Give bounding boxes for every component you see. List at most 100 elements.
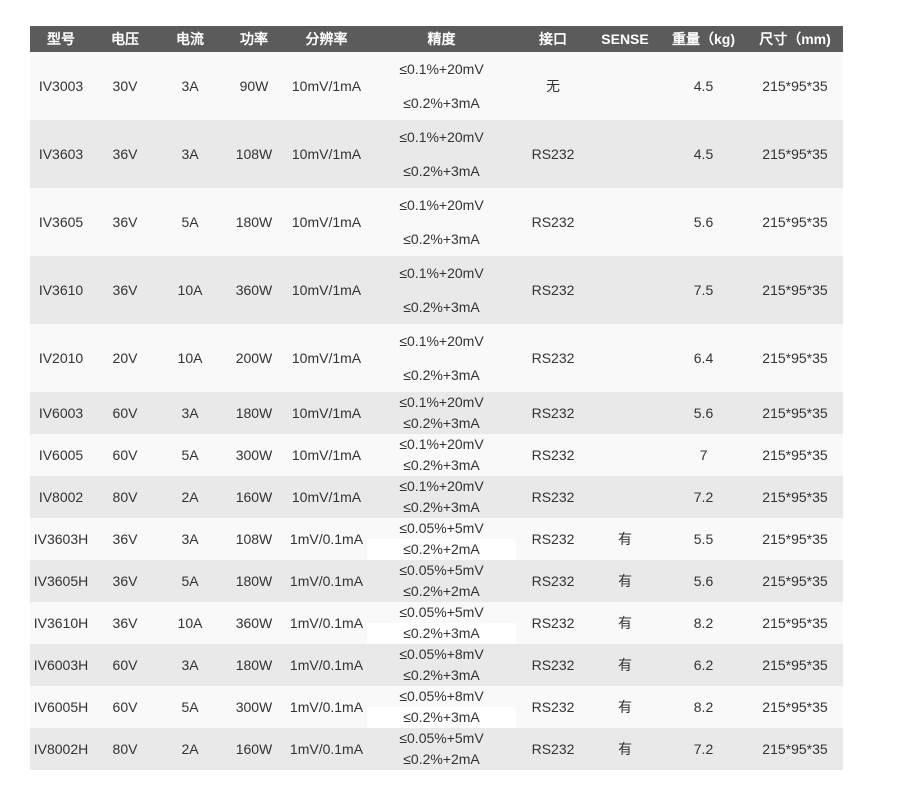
accuracy-line: ≤0.05%+5mV [399,730,484,746]
accuracy-line: ≤0.05%+5mV [399,604,484,620]
cell-weight: 5.6 [660,392,747,434]
cell-interface: RS232 [516,324,590,392]
cell-resolution: 10mV/1mA [286,324,367,392]
accuracy-line: ≤0.2%+3mA [403,457,480,473]
header-current: 电流 [158,26,222,52]
cell-interface: RS232 [516,644,590,686]
cell-size: 215*95*35 [747,52,843,120]
cell-power: 108W [222,120,286,188]
table-row: IV2010 20V 10A 200W 10mV/1mA ≤0.1%+20mV ≤0.2%+… [30,324,843,392]
cell-accuracy: ≤0.1%+20mV ≤0.2%+3mA [367,52,516,120]
accuracy-line: ≤0.1%+20mV [399,333,484,349]
cell-voltage: 36V [92,256,158,324]
cell-model: IV8002 [30,476,92,518]
header-interface: 接口 [516,26,590,52]
cell-resolution: 1mV/0.1mA [286,686,367,728]
table-row: IV3603 36V 3A 108W 10mV/1mA ≤0.1%+20mV ≤0.2%+3… [30,120,843,188]
cell-model: IV6005 [30,434,92,476]
cell-resolution: 1mV/0.1mA [286,644,367,686]
cell-power: 160W [222,728,286,770]
cell-resolution: 10mV/1mA [286,392,367,434]
cell-resolution: 10mV/1mA [286,188,367,256]
cell-power: 360W [222,256,286,324]
cell-sense: 有 [590,518,660,560]
accuracy-line: ≤0.05%+8mV [399,688,484,704]
table-row: IV3603H 36V 3A 108W 1mV/0.1mA ≤0.05%+5mV ≤0.2%… [30,518,843,560]
cell-resolution: 1mV/0.1mA [286,602,367,644]
accuracy-line: ≤0.1%+20mV [399,394,484,410]
cell-interface: RS232 [516,434,590,476]
table-row: IV8002 80V 2A 160W 10mV/1mA ≤0.1%+20mV ≤0.2%+3… [30,476,843,518]
cell-weight: 5.5 [660,518,747,560]
cell-interface: RS232 [516,602,590,644]
accuracy-line: ≤0.1%+20mV [399,436,484,452]
cell-current: 3A [158,518,222,560]
cell-accuracy: ≤0.05%+5mV ≤0.2%+2mA [367,728,516,770]
cell-size: 215*95*35 [747,256,843,324]
accuracy-line: ≤0.2%+3mA [367,623,516,644]
cell-interface: RS232 [516,392,590,434]
cell-model: IV3605 [30,188,92,256]
table-row: IV6003H 60V 3A 180W 1mV/0.1mA ≤0.05%+8mV ≤0.2%… [30,644,843,686]
accuracy-line: ≤0.2%+3mA [403,299,480,315]
cell-accuracy: ≤0.05%+8mV ≤0.2%+3mA [367,686,516,728]
cell-current: 5A [158,686,222,728]
accuracy-line: ≤0.2%+3mA [403,231,480,247]
cell-sense [590,256,660,324]
cell-size: 215*95*35 [747,602,843,644]
cell-resolution: 10mV/1mA [286,476,367,518]
table-row: IV8002H 80V 2A 160W 1mV/0.1mA ≤0.05%+5mV ≤0.2%… [30,728,843,770]
accuracy-line: ≤0.05%+8mV [399,646,484,662]
cell-size: 215*95*35 [747,324,843,392]
cell-weight: 8.2 [660,602,747,644]
cell-sense: 有 [590,728,660,770]
cell-size: 215*95*35 [747,518,843,560]
cell-sense [590,120,660,188]
cell-size: 215*95*35 [747,728,843,770]
header-model: 型号 [30,26,92,52]
cell-voltage: 80V [92,476,158,518]
cell-current: 5A [158,188,222,256]
cell-weight: 5.6 [660,560,747,602]
cell-voltage: 60V [92,392,158,434]
cell-size: 215*95*35 [747,120,843,188]
cell-current: 3A [158,120,222,188]
cell-current: 3A [158,392,222,434]
cell-model: IV6005H [30,686,92,728]
cell-sense [590,52,660,120]
cell-interface: RS232 [516,476,590,518]
cell-size: 215*95*35 [747,560,843,602]
cell-resolution: 10mV/1mA [286,52,367,120]
cell-current: 10A [158,324,222,392]
cell-weight: 5.6 [660,188,747,256]
cell-sense: 有 [590,602,660,644]
cell-weight: 7.5 [660,256,747,324]
cell-model: IV3610 [30,256,92,324]
cell-accuracy: ≤0.05%+8mV ≤0.2%+3mA [367,644,516,686]
cell-power: 300W [222,686,286,728]
accuracy-line: ≤0.2%+3mA [403,667,480,683]
cell-size: 215*95*35 [747,476,843,518]
accuracy-line: ≤0.1%+20mV [399,265,484,281]
accuracy-line: ≤0.2%+3mA [403,95,480,111]
cell-weight: 7.2 [660,728,747,770]
cell-size: 215*95*35 [747,686,843,728]
cell-voltage: 20V [92,324,158,392]
cell-interface: 无 [516,52,590,120]
cell-current: 2A [158,728,222,770]
cell-voltage: 30V [92,52,158,120]
cell-resolution: 10mV/1mA [286,120,367,188]
table-row: IV3610 36V 10A 360W 10mV/1mA ≤0.1%+20mV ≤0.2%+… [30,256,843,324]
cell-voltage: 36V [92,518,158,560]
cell-weight: 8.2 [660,686,747,728]
cell-power: 180W [222,392,286,434]
cell-interface: RS232 [516,120,590,188]
cell-sense [590,324,660,392]
cell-current: 3A [158,52,222,120]
cell-interface: RS232 [516,256,590,324]
cell-resolution: 1mV/0.1mA [286,728,367,770]
cell-voltage: 80V [92,728,158,770]
cell-model: IV3603 [30,120,92,188]
cell-interface: RS232 [516,560,590,602]
header-voltage: 电压 [92,26,158,52]
